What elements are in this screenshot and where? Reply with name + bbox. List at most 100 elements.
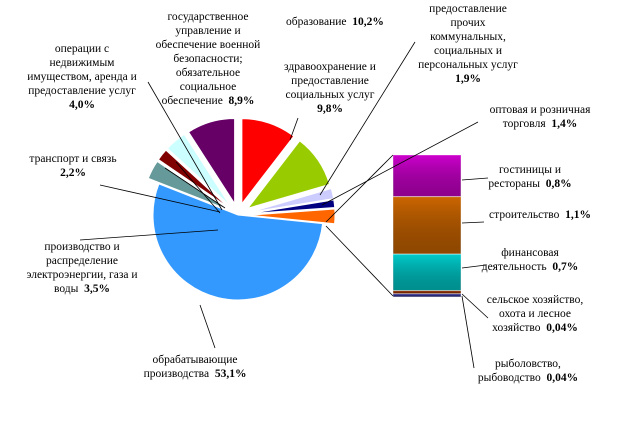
label-text-line: рыбоводство: [478, 372, 541, 384]
pie-slice-10: [187, 117, 236, 206]
label-value: 1,1%: [559, 209, 591, 221]
data-label-гостиницы-и-рестораны: гостиницы и рестораны 0,8%: [488, 164, 571, 190]
label-text-line: персональных услуг: [418, 59, 518, 71]
label-text-line: операции с: [55, 43, 109, 55]
label-text-line: предоставление услуг: [28, 85, 136, 97]
label-text-line: производства: [144, 368, 210, 380]
leader-line-6: [461, 177, 489, 181]
label-value: 0,8%: [540, 178, 572, 190]
bar-segment-shade-4: [393, 290, 461, 294]
bar-segment-shade-5: [393, 293, 461, 297]
data-label-государственное-управление-и-обеспечение-военной-безопасности-обязательное-социальное-обеспечение: государственное управление и обеспечение в…: [156, 11, 261, 107]
label-value: 8,9%: [223, 95, 255, 107]
label-value: 3,5%: [78, 283, 110, 295]
label-text-line: строительство: [489, 209, 560, 221]
leader-lines: [79, 41, 489, 369]
data-label-здравоохранение-и-предоставление-социальных-услуг: здравоохранение и предоставление социальны…: [284, 61, 376, 115]
label-text-line: предоставление: [291, 75, 369, 87]
label-text-line: сельское хозяйство,: [487, 294, 584, 306]
label-value: 0,04%: [540, 322, 577, 334]
leader-line-7: [461, 221, 485, 224]
pie-slice-2: [246, 140, 331, 210]
label-value: 4,0%: [69, 99, 95, 111]
label-text-line: гостиницы и: [499, 164, 561, 176]
leader-line-11: [164, 167, 226, 209]
label-value: 53,1%: [209, 368, 246, 380]
data-label-сельское-хозяйство-охота-и-лесное-хозяйство: сельское хозяйство, охота и лесное хозяйст…: [487, 294, 584, 334]
label-text-line: обязательное: [176, 67, 240, 79]
label-value: 0,7%: [547, 261, 579, 273]
leader-line-1: [325, 154, 394, 223]
label-value: 0,04%: [541, 372, 578, 384]
data-label-обрабатывающие-производства: обрабатывающие производства 53,1%: [144, 354, 247, 380]
leader-line-15: [79, 229, 219, 241]
label-text-line: обеспечение: [162, 95, 223, 107]
label-text-line: социальных услуг: [286, 89, 375, 101]
leader-line-9: [461, 293, 489, 319]
label-text-line: управление и: [175, 25, 240, 37]
label-value: 2,2%: [60, 167, 86, 179]
leader-line-4: [319, 41, 416, 196]
label-text-line: безопасности;: [173, 53, 242, 65]
label-value: 1,9%: [455, 73, 481, 85]
pie-slice-6: [152, 183, 324, 301]
label-value: 1,4%: [546, 118, 578, 130]
label-text-line: хозяйство: [492, 322, 541, 334]
data-label-образование: образование 10,2%: [286, 16, 384, 28]
label-text-line: охота и лесное: [499, 308, 571, 320]
data-label-предоставление-прочих-коммунальных-социальных-и-персональных-услуг: предоставление прочих коммунальных, социаль…: [418, 3, 518, 85]
leader-line-5: [321, 121, 479, 206]
label-text-line: производство и: [44, 241, 119, 253]
pie-slice-4: [249, 199, 336, 215]
data-label-оптовая-и-розничная-торговля: оптовая и розничная торговля 1,4%: [490, 104, 591, 130]
data-labels: образование 10,2% здравоохранение и предос…: [26, 3, 591, 384]
label-text-line: коммунальных,: [430, 31, 506, 43]
label-text-line: торговля: [503, 118, 547, 130]
pie-bar: [392, 154, 462, 298]
data-label-строительство: строительство 1,1%: [489, 209, 591, 221]
label-text-line: образование: [286, 16, 346, 28]
label-text-line: имуществом, аренда и: [27, 71, 137, 83]
label-text-line: рыболовство,: [495, 358, 561, 370]
data-label-транспорт-и-связь: транспорт и связь 2,2%: [29, 153, 116, 179]
bar-segment-shade-1: [393, 155, 461, 197]
label-text-line: прочих: [450, 17, 485, 29]
pie-slice-7: [147, 160, 228, 210]
pie-slice-5: [249, 208, 336, 225]
leader-line-12: [147, 81, 223, 211]
label-value: 9,8%: [317, 103, 343, 115]
label-text-line: воды: [54, 283, 79, 295]
label-text-line: деятельность: [482, 261, 547, 273]
leader-line-14: [175, 161, 221, 214]
data-label-операции-с-недвижимым-имуществом-аренда-и-предоставление-услуг: операции с недвижимым имуществом, аренда и…: [27, 43, 137, 111]
label-value: 10,2%: [346, 16, 383, 28]
leader-line-13: [99, 184, 221, 213]
pie-slices: [147, 117, 336, 301]
pie-slice-1: [241, 118, 295, 206]
label-text-line: оптовая и розничная: [490, 104, 591, 116]
data-label-рыболовство-рыбоводство: рыболовство, рыбоводство 0,04%: [478, 358, 578, 384]
label-text-line: недвижимым: [50, 57, 116, 69]
label-text-line: финансовая: [501, 247, 559, 259]
label-text-line: социальных и: [434, 45, 502, 57]
leader-line-16: [199, 304, 216, 349]
leader-line-2: [325, 225, 394, 297]
bar-segment-shade-3: [393, 254, 461, 291]
data-label-финансовая-деятельность: финансовая деятельность 0,7%: [482, 247, 579, 273]
label-text-line: здравоохранение и: [284, 61, 376, 73]
pie-slice-8: [157, 149, 229, 208]
label-text-line: государственное: [167, 11, 248, 23]
label-text-line: электроэнергии, газа и: [26, 269, 137, 281]
bar-segment-shade-2: [393, 196, 461, 255]
label-text-line: социальное: [180, 81, 237, 93]
data-label-производство-и-распределение-электроэнергии-газа-и-воды: производство и распределение электроэнерги…: [26, 241, 137, 295]
label-text-line: обрабатывающие: [153, 354, 238, 366]
label-text-line: предоставление: [429, 3, 507, 15]
label-text-line: рестораны: [488, 178, 540, 190]
label-text-line: транспорт и связь: [29, 153, 116, 165]
leader-line-8: [461, 264, 487, 269]
label-text-line: распределение: [46, 255, 118, 267]
label-text-line: обеспечение военной: [156, 39, 261, 51]
